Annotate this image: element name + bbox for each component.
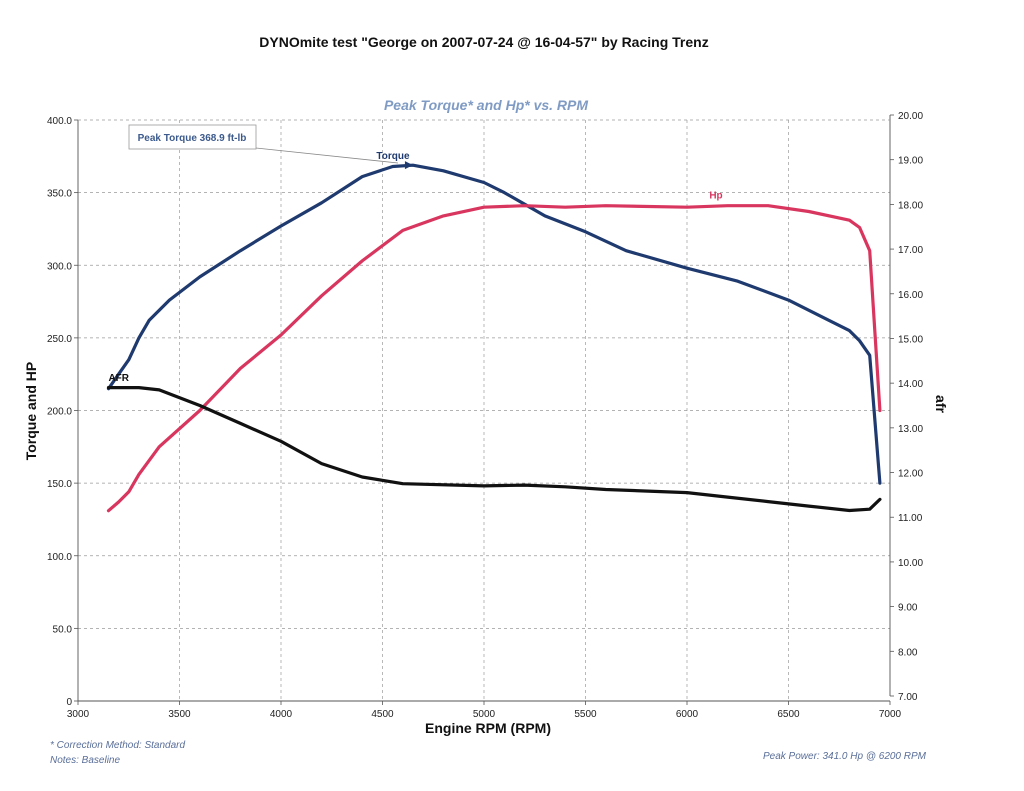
- callout-box: [128, 124, 257, 150]
- y2-tick-label: 13.00: [898, 424, 923, 435]
- axes: [74, 114, 894, 705]
- y2-tick-label: 16.00: [898, 290, 923, 301]
- y2-tick-label: 17.00: [898, 245, 923, 256]
- x-tick-label: 6000: [676, 709, 699, 720]
- y2-axis-label: afr: [933, 395, 949, 413]
- y2-tick-label: 19.00: [898, 156, 923, 167]
- series-label-hp: Hp: [709, 190, 722, 201]
- y2-tick-label: 10.00: [898, 558, 923, 569]
- series-line-afr: [106, 386, 882, 513]
- series-label-afr: AFR: [108, 373, 129, 384]
- y2-tick-label: 7.00: [898, 692, 918, 703]
- x-tick-label: 7000: [879, 709, 902, 720]
- x-tick-label: 6500: [777, 709, 800, 720]
- footer-peak-power: Peak Power: 341.0 Hp @ 6200 RPM: [763, 751, 927, 762]
- chart-subtitle: Peak Torque* and Hp* vs. RPM: [384, 97, 588, 113]
- y2-tick-label: 15.00: [898, 334, 923, 345]
- y-tick-label: 50.0: [53, 624, 73, 635]
- y-tick-label: 400.0: [47, 116, 72, 127]
- y2-tick-label: 18.00: [898, 200, 923, 211]
- x-tick-label: 5000: [473, 709, 496, 720]
- y-tick-label: 100.0: [47, 552, 72, 563]
- series-line-hp: [106, 204, 882, 513]
- y-axis-label: Torque and HP: [23, 362, 39, 461]
- footer-correction: * Correction Method: Standard: [50, 740, 186, 751]
- y-tick-label: 0: [66, 697, 72, 708]
- y-tick-label: 150.0: [47, 479, 72, 490]
- y2-tick-label: 14.00: [898, 379, 923, 390]
- peak-torque-callout: Peak Torque 368.9 ft-lb: [128, 124, 399, 164]
- y2-tick-label: 11.00: [898, 513, 923, 524]
- x-tick-label: 3000: [67, 709, 90, 720]
- x-axis-label: Engine RPM (RPM): [425, 720, 551, 736]
- peak-torque-marker: [404, 161, 413, 170]
- callout-text: Peak Torque 368.9 ft-lb: [138, 133, 247, 144]
- series-label-torque: Torque: [376, 151, 410, 162]
- y-tick-label: 300.0: [47, 261, 72, 272]
- grid-lines: [78, 120, 890, 701]
- x-tick-label: 5500: [574, 709, 597, 720]
- chart-title: DYNOmite test "George on 2007-07-24 @ 16…: [259, 34, 708, 50]
- series-lines: Torque Hp AFR: [106, 151, 882, 513]
- x-tick-label: 3500: [168, 709, 191, 720]
- y-tick-label: 200.0: [47, 407, 72, 418]
- footer-notes: Notes: Baseline: [50, 755, 120, 766]
- y2-tick-label: 12.00: [898, 469, 923, 480]
- y-tick-label: 350.0: [47, 189, 72, 200]
- callout-leader: [255, 147, 399, 164]
- y-tick-label: 250.0: [47, 334, 72, 345]
- x-tick-label: 4000: [270, 709, 293, 720]
- tick-labels: 3000 3500 4000 4500 5000 5500 6000 6500 7000 0 50.…: [47, 111, 923, 720]
- y2-tick-label: 9.00: [898, 603, 918, 614]
- x-tick-label: 4500: [371, 709, 394, 720]
- y2-tick-label: 8.00: [898, 647, 918, 658]
- series-line-torque: [106, 163, 882, 485]
- y2-tick-label: 20.00: [898, 111, 923, 122]
